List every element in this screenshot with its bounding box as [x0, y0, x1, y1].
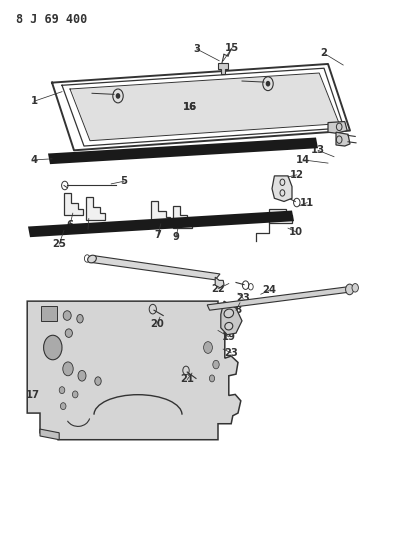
Ellipse shape: [95, 377, 101, 385]
Polygon shape: [71, 74, 338, 140]
Polygon shape: [269, 209, 292, 223]
Text: 12: 12: [290, 170, 304, 180]
Text: 10: 10: [289, 227, 303, 237]
Circle shape: [352, 284, 358, 292]
Text: 23: 23: [224, 348, 238, 358]
Text: 18: 18: [229, 305, 243, 315]
Ellipse shape: [60, 403, 66, 409]
Ellipse shape: [88, 255, 96, 263]
Polygon shape: [215, 277, 224, 288]
Text: 22: 22: [211, 284, 225, 294]
Polygon shape: [86, 197, 105, 220]
Text: 8 J 69 400: 8 J 69 400: [16, 13, 87, 26]
Ellipse shape: [63, 311, 71, 320]
Polygon shape: [90, 256, 220, 280]
Text: 6: 6: [66, 220, 74, 230]
Ellipse shape: [59, 387, 65, 393]
Text: 16: 16: [183, 102, 197, 111]
Text: 20: 20: [150, 319, 164, 329]
Circle shape: [266, 82, 270, 86]
Polygon shape: [207, 287, 350, 310]
Text: 7: 7: [154, 230, 162, 239]
Text: 8: 8: [84, 224, 92, 234]
Polygon shape: [40, 429, 59, 440]
Text: 11: 11: [300, 198, 314, 207]
Text: 2: 2: [320, 49, 328, 58]
Ellipse shape: [213, 360, 219, 369]
Ellipse shape: [72, 391, 78, 398]
Ellipse shape: [78, 370, 86, 381]
Circle shape: [346, 284, 354, 295]
Ellipse shape: [225, 322, 233, 330]
Ellipse shape: [204, 342, 212, 353]
Text: 14: 14: [296, 155, 310, 165]
Text: 1: 1: [30, 96, 38, 106]
Polygon shape: [48, 138, 318, 164]
Polygon shape: [27, 301, 241, 440]
Text: 17: 17: [26, 391, 40, 400]
Ellipse shape: [224, 309, 234, 318]
Ellipse shape: [77, 314, 83, 323]
Polygon shape: [173, 206, 192, 228]
Ellipse shape: [65, 329, 72, 337]
Text: 21: 21: [180, 375, 194, 384]
Text: 4: 4: [30, 155, 38, 165]
Polygon shape: [328, 122, 347, 133]
Text: 13: 13: [311, 146, 325, 155]
Text: 16: 16: [183, 102, 197, 111]
Text: 3: 3: [193, 44, 200, 54]
Polygon shape: [272, 176, 292, 201]
Text: 24: 24: [262, 286, 276, 295]
Text: 9: 9: [172, 232, 180, 242]
Text: 19: 19: [222, 332, 236, 342]
Circle shape: [116, 94, 120, 98]
Polygon shape: [221, 301, 242, 335]
Ellipse shape: [63, 362, 73, 376]
Text: 5: 5: [120, 176, 128, 186]
Bar: [41, 306, 57, 321]
Ellipse shape: [44, 335, 62, 360]
Ellipse shape: [210, 375, 214, 382]
Polygon shape: [336, 132, 350, 146]
Text: 15: 15: [225, 43, 239, 53]
Polygon shape: [64, 193, 83, 215]
Text: 25: 25: [52, 239, 66, 249]
Text: 23: 23: [236, 294, 250, 303]
Polygon shape: [28, 211, 294, 237]
Polygon shape: [218, 63, 228, 74]
Polygon shape: [151, 201, 170, 224]
